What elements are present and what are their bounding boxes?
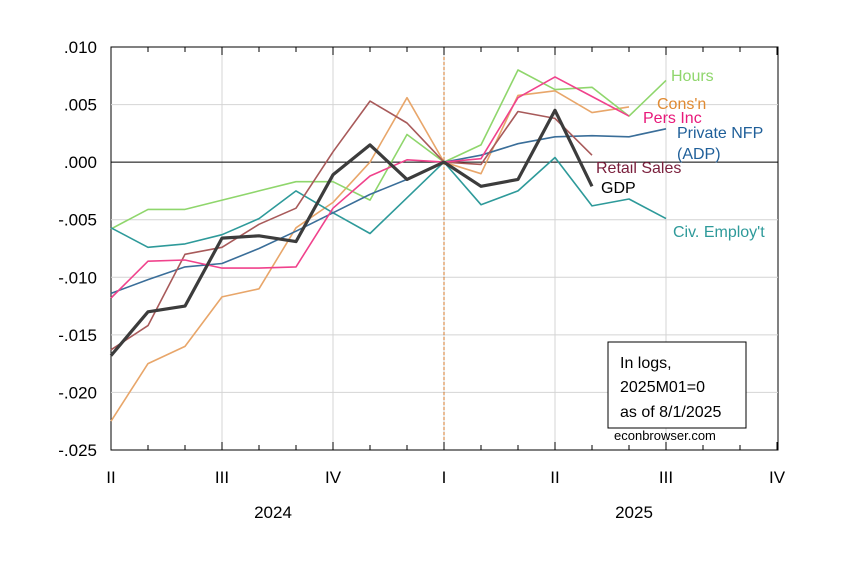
y-axis: .010 .005 .000 -.005 -.010 -.015 -.020 -.025 (58, 38, 97, 460)
y-tick-label: -.020 (58, 383, 97, 402)
y-tick-label: -.015 (58, 326, 97, 345)
y-tick-label: .000 (64, 153, 97, 172)
x-tick-label: III (659, 468, 673, 487)
series-label: Cons'n (657, 96, 706, 113)
series-label: GDP (601, 180, 636, 197)
series-line-cons-n (110, 90, 630, 422)
y-tick-label: -.025 (58, 441, 97, 460)
x-year-label: 2025 (615, 503, 653, 522)
y-tick-label: -.005 (58, 211, 97, 230)
note-box-frame (607, 341, 747, 429)
x-tick-label: III (215, 468, 229, 487)
x-year-label: 2024 (254, 503, 292, 522)
note-line-2: 2025M01=0 (620, 379, 705, 396)
series-line-retail-sales (110, 100, 593, 351)
series-label: Civ. Employ't (673, 224, 765, 241)
series-label: (ADP) (677, 146, 721, 163)
series-label: Hours (671, 68, 714, 85)
x-tick-label: IV (769, 468, 786, 487)
x-tick-label: IV (325, 468, 342, 487)
y-tick-label: .005 (64, 96, 97, 115)
series-line-hours (110, 69, 667, 230)
series-label: Retail Sales (596, 160, 681, 177)
x-tick-label: II (550, 468, 559, 487)
note-line-1: In logs, (620, 355, 672, 372)
y-tick-label: .010 (64, 38, 97, 57)
series-line-gdp (109, 108, 594, 357)
series-label: Pers Inc (643, 110, 702, 127)
grid (111, 47, 778, 450)
x-tick-label: I (442, 468, 447, 487)
note-line-3: as of 8/1/2025 (620, 404, 722, 421)
series-label: Private NFP (677, 125, 763, 142)
series-lines (109, 69, 667, 422)
note-box: In logs, 2025M01=0 as of 8/1/2025 (607, 341, 747, 429)
series-line-pers-inc (110, 76, 630, 299)
credit-text: econbrowser.com (614, 428, 716, 443)
x-tick-label: II (106, 468, 115, 487)
y-tick-label: -.010 (58, 268, 97, 287)
series-line-civ-employ-t (110, 156, 667, 249)
